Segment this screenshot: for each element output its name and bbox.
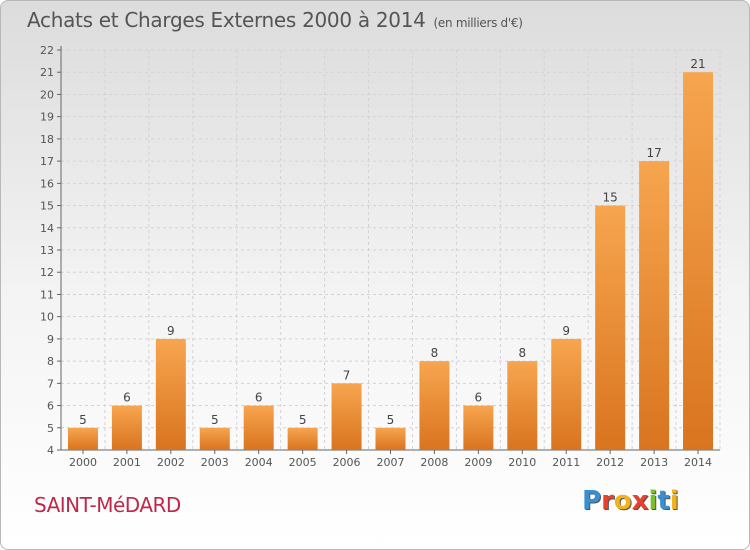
x-tick-label: 2011 <box>552 456 580 469</box>
x-tick-label: 2007 <box>377 456 405 469</box>
bar-value-label: 5 <box>79 413 87 427</box>
bar <box>287 427 318 450</box>
y-tick-label: 21 <box>40 66 54 79</box>
bar <box>551 338 582 450</box>
x-tick-label: 2003 <box>201 456 229 469</box>
x-tick-label: 2010 <box>508 456 536 469</box>
y-tick-label: 15 <box>40 200 54 213</box>
bar <box>595 205 626 450</box>
bar-value-label: 7 <box>343 368 351 382</box>
bar-value-label: 9 <box>167 324 175 338</box>
bar-value-label: 6 <box>255 391 263 405</box>
x-tick-label: 2013 <box>640 456 668 469</box>
x-tick-label: 2001 <box>113 456 141 469</box>
x-tick-label: 2014 <box>684 456 712 469</box>
proxiti-logo: Proxiti <box>582 486 679 516</box>
bar <box>375 427 406 450</box>
y-tick-label: 18 <box>40 133 54 146</box>
bar <box>639 161 670 450</box>
x-tick-label: 2006 <box>333 456 361 469</box>
y-tick-label: 14 <box>40 222 54 235</box>
bar-value-label: 8 <box>431 346 439 360</box>
bar-value-label: 15 <box>603 191 618 205</box>
y-tick-label: 8 <box>47 355 54 368</box>
bar <box>331 383 362 450</box>
bar <box>155 338 186 450</box>
chart-title-text: Achats et Charges Externes 2000 à 2014 <box>27 8 426 32</box>
chart-subtitle: (en milliers d'€) <box>433 16 523 30</box>
y-tick-label: 7 <box>47 377 54 390</box>
bar-value-label: 6 <box>123 391 131 405</box>
commune-name: SAINT-MéDARD <box>34 493 181 517</box>
x-tick-label: 2012 <box>596 456 624 469</box>
y-tick-label: 16 <box>40 177 54 190</box>
bar <box>419 361 450 450</box>
y-tick-label: 17 <box>40 155 54 168</box>
y-tick-label: 5 <box>47 422 54 435</box>
bar-value-label: 8 <box>518 346 526 360</box>
chart-title: Achats et Charges Externes 2000 à 2014 (e… <box>27 8 523 32</box>
bar-value-label: 5 <box>387 413 395 427</box>
x-tick-label: 2002 <box>157 456 185 469</box>
x-tick-label: 2008 <box>420 456 448 469</box>
bar <box>683 72 714 450</box>
bar <box>507 361 538 450</box>
x-tick-label: 2005 <box>289 456 317 469</box>
bar <box>199 427 230 450</box>
x-tick-label: 2009 <box>464 456 492 469</box>
bar-value-label: 9 <box>562 324 570 338</box>
y-tick-label: 11 <box>40 288 54 301</box>
bar-value-label: 5 <box>299 413 307 427</box>
bar <box>111 405 142 450</box>
x-tick-label: 2000 <box>69 456 97 469</box>
y-tick-label: 19 <box>40 111 54 124</box>
x-tick-label: 2004 <box>245 456 273 469</box>
y-tick-label: 22 <box>40 44 54 57</box>
y-tick-label: 13 <box>40 244 54 257</box>
y-tick-label: 10 <box>40 311 54 324</box>
bar-value-label: 5 <box>211 413 219 427</box>
y-tick-label: 6 <box>47 400 54 413</box>
bar <box>463 405 494 450</box>
y-tick-label: 20 <box>40 88 54 101</box>
bar-value-label: 21 <box>690 57 705 71</box>
y-tick-label: 4 <box>47 444 54 457</box>
bar-value-label: 6 <box>475 391 483 405</box>
y-tick-label: 12 <box>40 266 54 279</box>
bar-value-label: 17 <box>646 146 661 160</box>
bar <box>243 405 274 450</box>
y-tick-label: 9 <box>47 333 54 346</box>
bar <box>67 427 98 450</box>
